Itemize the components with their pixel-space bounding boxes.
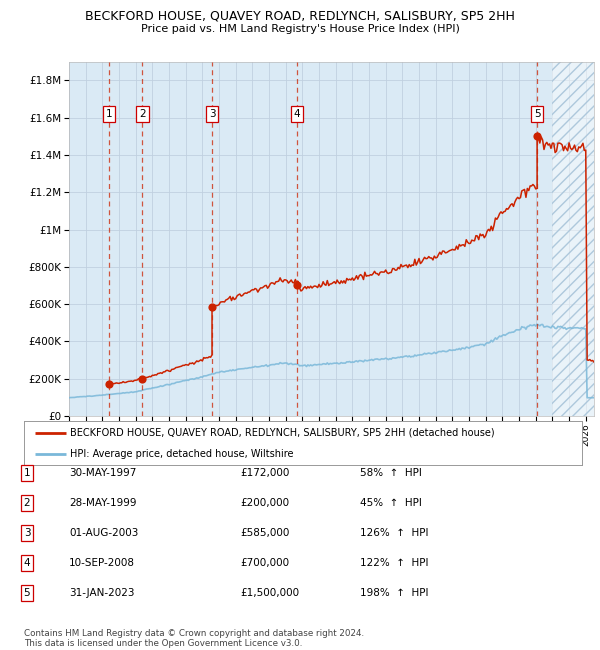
- Text: 2: 2: [23, 498, 31, 508]
- Bar: [553, 62, 594, 416]
- Text: Price paid vs. HM Land Registry's House Price Index (HPI): Price paid vs. HM Land Registry's House …: [140, 24, 460, 34]
- Bar: [553, 62, 594, 416]
- Point: [137, 374, 147, 384]
- Text: BECKFORD HOUSE, QUAVEY ROAD, REDLYNCH, SALISBURY, SP5 2HH (detached house): BECKFORD HOUSE, QUAVEY ROAD, REDLYNCH, S…: [70, 428, 494, 438]
- Text: 58%  ↑  HPI: 58% ↑ HPI: [360, 468, 422, 478]
- Text: 1: 1: [106, 109, 112, 119]
- Text: 3: 3: [23, 528, 31, 538]
- Text: 28-MAY-1999: 28-MAY-1999: [69, 498, 137, 508]
- Text: 31-JAN-2023: 31-JAN-2023: [69, 588, 134, 598]
- Text: 198%  ↑  HPI: 198% ↑ HPI: [360, 588, 428, 598]
- Text: 3: 3: [209, 109, 215, 119]
- Text: This data is licensed under the Open Government Licence v3.0.: This data is licensed under the Open Gov…: [24, 639, 302, 648]
- Text: 1: 1: [23, 468, 31, 478]
- Text: 4: 4: [23, 558, 31, 568]
- Text: £200,000: £200,000: [240, 498, 289, 508]
- Text: 2: 2: [139, 109, 146, 119]
- Text: 45%  ↑  HPI: 45% ↑ HPI: [360, 498, 422, 508]
- Text: £1,500,000: £1,500,000: [240, 588, 299, 598]
- Text: £172,000: £172,000: [240, 468, 289, 478]
- Text: 30-MAY-1997: 30-MAY-1997: [69, 468, 136, 478]
- Point: [207, 302, 217, 312]
- Text: 5: 5: [534, 109, 541, 119]
- Text: £700,000: £700,000: [240, 558, 289, 568]
- Text: 4: 4: [294, 109, 301, 119]
- Point: [292, 280, 302, 291]
- Text: 5: 5: [23, 588, 31, 598]
- Text: Contains HM Land Registry data © Crown copyright and database right 2024.: Contains HM Land Registry data © Crown c…: [24, 629, 364, 638]
- Text: 126%  ↑  HPI: 126% ↑ HPI: [360, 528, 428, 538]
- Point: [532, 131, 542, 142]
- Text: 10-SEP-2008: 10-SEP-2008: [69, 558, 135, 568]
- Text: BECKFORD HOUSE, QUAVEY ROAD, REDLYNCH, SALISBURY, SP5 2HH: BECKFORD HOUSE, QUAVEY ROAD, REDLYNCH, S…: [85, 10, 515, 23]
- Point: [104, 379, 114, 389]
- Text: 122%  ↑  HPI: 122% ↑ HPI: [360, 558, 428, 568]
- Text: £585,000: £585,000: [240, 528, 289, 538]
- Text: HPI: Average price, detached house, Wiltshire: HPI: Average price, detached house, Wilt…: [70, 448, 293, 459]
- Text: 01-AUG-2003: 01-AUG-2003: [69, 528, 139, 538]
